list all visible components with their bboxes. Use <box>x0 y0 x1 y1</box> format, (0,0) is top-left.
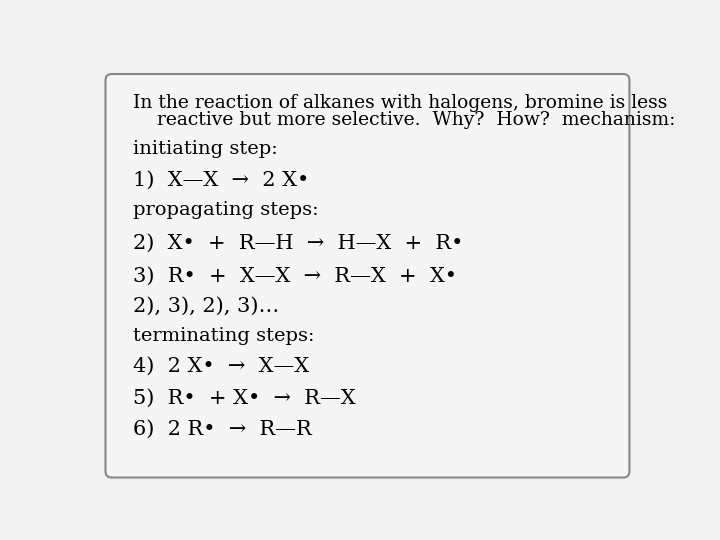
Text: 3)  R•  +  X—X  →  R—X  +  X•: 3) R• + X—X → R—X + X• <box>132 267 456 286</box>
Text: 2), 3), 2), 3)…: 2), 3), 2), 3)… <box>132 297 279 316</box>
Text: initiating step:: initiating step: <box>132 140 277 159</box>
Text: 6)  2 R•  →  R—R: 6) 2 R• → R—R <box>132 420 311 439</box>
Text: terminating steps:: terminating steps: <box>132 327 314 345</box>
Text: propagating steps:: propagating steps: <box>132 200 318 219</box>
Text: 2)  X•  +  R—H  →  H—X  +  R•: 2) X• + R—H → H—X + R• <box>132 234 463 253</box>
Text: In the reaction of alkanes with halogens, bromine is less: In the reaction of alkanes with halogens… <box>132 94 667 112</box>
FancyBboxPatch shape <box>106 74 629 477</box>
Text: reactive but more selective.  Why?  How?  mechanism:: reactive but more selective. Why? How? m… <box>132 111 675 129</box>
Text: 1)  X—X  →  2 X•: 1) X—X → 2 X• <box>132 171 309 190</box>
Text: 5)  R•  + X•  →  R—X: 5) R• + X• → R—X <box>132 389 355 408</box>
Text: 4)  2 X•  →  X—X: 4) 2 X• → X—X <box>132 357 309 376</box>
